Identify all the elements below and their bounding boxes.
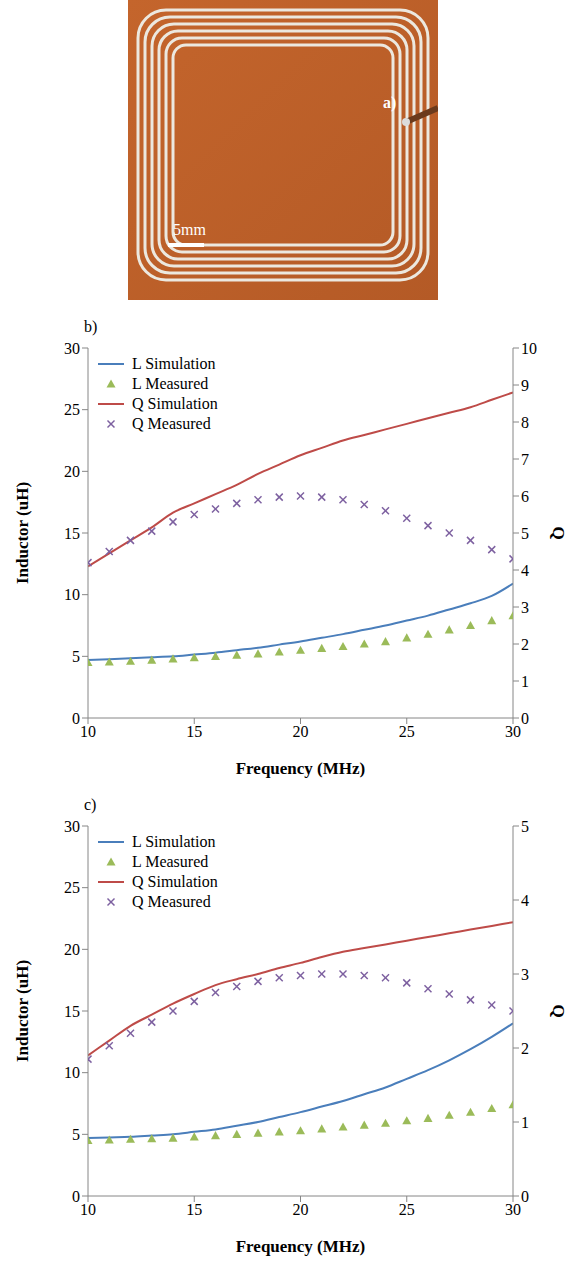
svg-text:5: 5 xyxy=(72,1126,80,1143)
svg-text:20: 20 xyxy=(293,723,309,740)
html-text:c): c) xyxy=(84,796,97,813)
svg-text:25: 25 xyxy=(399,723,415,740)
svg-text:2: 2 xyxy=(521,636,529,653)
svg-text:30: 30 xyxy=(505,723,521,740)
html-text:Q Simulation: Q Simulation xyxy=(132,395,218,412)
svg-text:9: 9 xyxy=(521,377,529,394)
svg-text:1: 1 xyxy=(521,673,529,690)
svg-text:2: 2 xyxy=(521,1040,529,1057)
svg-text:4: 4 xyxy=(521,562,529,579)
svg-text:1: 1 xyxy=(521,1114,529,1131)
svg-text:4: 4 xyxy=(521,892,529,909)
html-text:Q Measured: Q Measured xyxy=(132,415,211,432)
svg-text:30: 30 xyxy=(64,340,80,357)
svg-text:10: 10 xyxy=(80,1201,96,1218)
html-text:L Simulation: L Simulation xyxy=(132,355,216,372)
svg-text:30: 30 xyxy=(64,818,80,835)
svg-text:8: 8 xyxy=(521,414,529,431)
svg-text:3: 3 xyxy=(521,599,529,616)
svg-text:15: 15 xyxy=(186,723,202,740)
svg-text:5: 5 xyxy=(521,525,529,542)
svg-text:5: 5 xyxy=(521,818,529,835)
svg-text:30: 30 xyxy=(505,1201,521,1218)
svg-text:25: 25 xyxy=(64,401,80,418)
svg-text:Inductor (uH): Inductor (uH) xyxy=(13,960,32,1062)
svg-text:Frequency (MHz): Frequency (MHz) xyxy=(236,1237,366,1256)
svg-text:Frequency (MHz): Frequency (MHz) xyxy=(236,759,366,778)
svg-text:0: 0 xyxy=(72,710,80,727)
svg-text:5mm: 5mm xyxy=(173,221,206,238)
svg-text:5: 5 xyxy=(72,648,80,665)
svg-text:15: 15 xyxy=(64,1003,80,1020)
svg-text:25: 25 xyxy=(399,1201,415,1218)
svg-text:15: 15 xyxy=(64,525,80,542)
svg-text:3: 3 xyxy=(521,966,529,983)
svg-text:Inductor (uH): Inductor (uH) xyxy=(13,482,32,584)
svg-text:Q: Q xyxy=(549,526,568,539)
svg-text:20: 20 xyxy=(64,941,80,958)
html-text:L Simulation: L Simulation xyxy=(132,833,216,850)
svg-text:20: 20 xyxy=(293,1201,309,1218)
svg-text:10: 10 xyxy=(80,723,96,740)
svg-text:a): a) xyxy=(383,94,396,112)
html-text:L Measured: L Measured xyxy=(132,375,209,392)
svg-text:10: 10 xyxy=(521,340,537,357)
svg-text:20: 20 xyxy=(64,463,80,480)
html-text:b): b) xyxy=(84,318,98,335)
svg-text:0: 0 xyxy=(72,1188,80,1205)
svg-text:Q: Q xyxy=(549,1004,568,1017)
svg-text:15: 15 xyxy=(186,1201,202,1218)
svg-text:10: 10 xyxy=(64,586,80,603)
html-text:L Measured: L Measured xyxy=(132,853,209,870)
svg-text:0: 0 xyxy=(521,1188,529,1205)
html-text:Q Simulation: Q Simulation xyxy=(132,873,218,890)
svg-text:25: 25 xyxy=(64,879,80,896)
svg-text:10: 10 xyxy=(64,1064,80,1081)
svg-text:7: 7 xyxy=(521,451,529,468)
svg-text:6: 6 xyxy=(521,488,529,505)
html-text:Q Measured: Q Measured xyxy=(132,893,211,910)
svg-text:0: 0 xyxy=(521,710,529,727)
